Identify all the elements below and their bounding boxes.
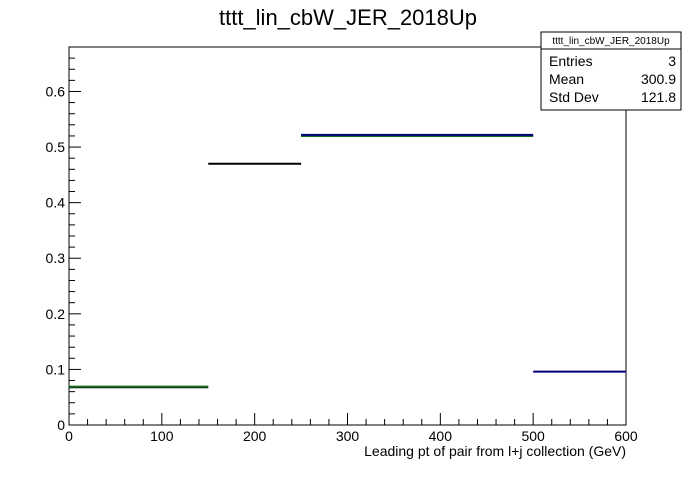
stats-mean-label: Mean [549,71,584,87]
histogram-bins [69,133,626,389]
stats-entries-label: Entries [549,53,593,69]
x-tick-label: 400 [429,428,453,444]
stats-mean-value: 300.9 [641,71,676,87]
stats-box-frame [540,31,682,111]
stats-box-title: tttt_lin_cbW_JER_2018Up [552,36,670,47]
x-axis: 0 100 200 300 400 500 600 [65,413,638,444]
x-tick-label: 600 [614,428,638,444]
x-tick-label: 100 [150,428,174,444]
x-tick-label: 300 [336,428,360,444]
y-tick-label: 0 [57,417,65,433]
y-tick-label: 0.6 [46,83,66,99]
y-tick-label: 0.2 [46,306,66,322]
x-tick-label: 0 [65,428,73,444]
stats-box: tttt_lin_cbW_JER_2018Up Entries 3 Mean 3… [540,31,682,111]
y-tick-label: 0.1 [46,361,66,377]
x-tick-label: 200 [243,428,267,444]
y-tick-label: 0.5 [46,139,66,155]
x-tick-label: 500 [521,428,545,444]
stats-stddev-label: Std Dev [549,89,599,105]
chart-title: tttt_lin_cbW_JER_2018Up [219,5,477,30]
y-axis: 0 0.1 0.2 0.3 0.4 0.5 0.6 [46,46,81,433]
y-tick-label: 0.3 [46,250,66,266]
y-tick-label: 0.4 [46,195,66,211]
stats-entries-value: 3 [668,53,676,69]
x-axis-label: Leading pt of pair from l+j collection (… [364,443,626,459]
stats-stddev-value: 121.8 [641,89,676,105]
